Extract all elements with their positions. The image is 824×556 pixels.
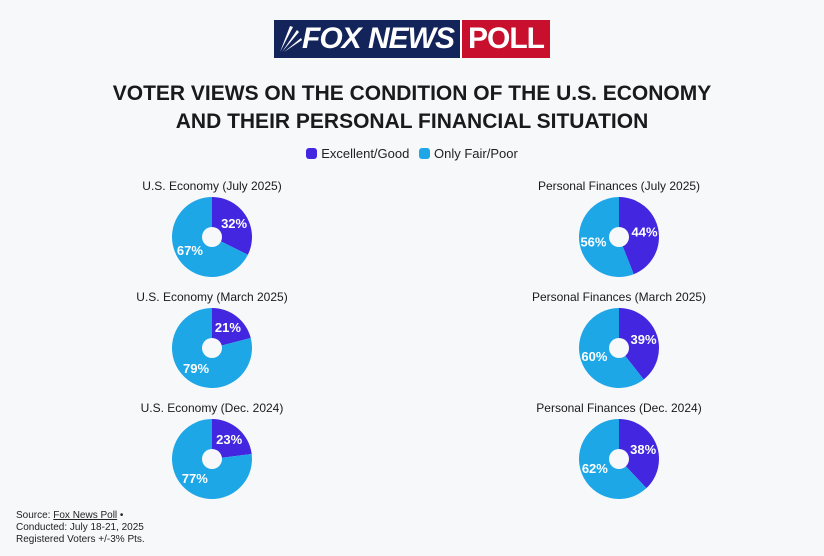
pie-center-hole [202, 338, 222, 358]
legend-item-excellent-good: Excellent/Good [306, 146, 409, 161]
pie-svg: 32% 67% [171, 197, 252, 277]
pie-slice-excellent-good [212, 308, 251, 348]
pie-center-hole [202, 449, 222, 469]
pie-slice-excellent-good [619, 419, 659, 489]
pie-title: U.S. Economy (Dec. 2024) [140, 401, 284, 415]
pie-slice-excellent-good [212, 197, 252, 255]
logo-fox-news: FOX NEWS [274, 20, 461, 58]
legend-label: Excellent/Good [321, 146, 410, 161]
pie-slice-excellent-good [619, 197, 659, 275]
pie-title: Personal Finances (July 2025) [537, 179, 701, 193]
pie-chart: U.S. Economy (July 2025) 32% 67% [92, 178, 332, 277]
pie-data-label: 62% [582, 461, 608, 476]
legend-swatch [418, 148, 430, 159]
pie-svg: 21% 79% [171, 308, 252, 388]
pie-svg: 38% 62% [578, 419, 659, 499]
pie-data-label: 32% [221, 216, 247, 231]
legend-label: Only Fair/Poor [433, 146, 518, 161]
pie-data-label: 60% [581, 349, 607, 364]
pie-chart: Personal Finances (July 2025) 44% 56% [499, 178, 739, 277]
pie-data-label: 56% [580, 234, 606, 249]
pie-center-hole [609, 449, 629, 469]
pie-slice-excellent-good [212, 419, 252, 459]
pie-center-hole [609, 227, 629, 247]
pie-title: U.S. Economy (March 2025) [136, 290, 288, 304]
pie-slice-excellent-good [619, 308, 660, 380]
pie-data-label: 39% [631, 332, 657, 347]
pie-data-label: 67% [177, 243, 203, 258]
pie-chart: U.S. Economy (March 2025) 21% 79% [92, 289, 332, 388]
logo-poll: POLL [460, 20, 551, 58]
pie-svg: 44% 56% [578, 197, 659, 277]
source-bullet: • [117, 510, 124, 521]
fox-news-poll-logo: FOX NEWS POLL [274, 20, 551, 58]
legend: Excellent/Good Only Fair/Poor [0, 146, 824, 162]
legend-item-only-fair-poor: Only Fair/Poor [418, 146, 518, 161]
source-conducted: Conducted: July 18-21, 2025 [16, 522, 144, 533]
source-sample: Registered Voters +/-3% Pts. [16, 534, 145, 545]
pie-svg: 23% 77% [171, 419, 252, 499]
chart-title: VOTER VIEWS ON THE CONDITION OF THE U.S.… [0, 80, 824, 136]
source-prefix: Source: [16, 510, 54, 521]
pie-data-label: 38% [630, 442, 656, 457]
pie-slice-only-fair-poor [578, 197, 634, 277]
pie-data-label: 44% [632, 225, 658, 240]
logo-text: FOX NEWS [302, 22, 455, 55]
pie-chart: Personal Finances (March 2025) 39% 60% [499, 289, 739, 388]
pie-svg: 39% 60% [579, 308, 660, 388]
pie-title: Personal Finances (March 2025) [531, 290, 707, 304]
pie-title: Personal Finances (Dec. 2024) [536, 401, 702, 415]
pie-center-hole [202, 227, 222, 247]
pie-data-label: 23% [216, 432, 242, 447]
pie-data-label: 21% [215, 320, 241, 335]
pie-data-label: 79% [183, 361, 209, 376]
source-note: Source: Fox News Poll • Conducted: July … [16, 510, 145, 546]
title-line-2: AND THEIR PERSONAL FINANCIAL SITUATION [175, 110, 649, 133]
pie-data-label: 77% [182, 471, 208, 486]
title-line-1: VOTER VIEWS ON THE CONDITION OF THE U.S.… [112, 82, 712, 105]
searchlight-icon [280, 26, 302, 52]
source-link[interactable]: Fox News Poll [53, 510, 118, 521]
legend-swatch [306, 148, 318, 159]
pie-chart: U.S. Economy (Dec. 2024) 23% 77% [92, 400, 332, 499]
pie-title: U.S. Economy (July 2025) [142, 179, 282, 193]
pie-center-hole [609, 338, 629, 358]
pie-chart: Personal Finances (Dec. 2024) 38% 62% [499, 400, 739, 499]
